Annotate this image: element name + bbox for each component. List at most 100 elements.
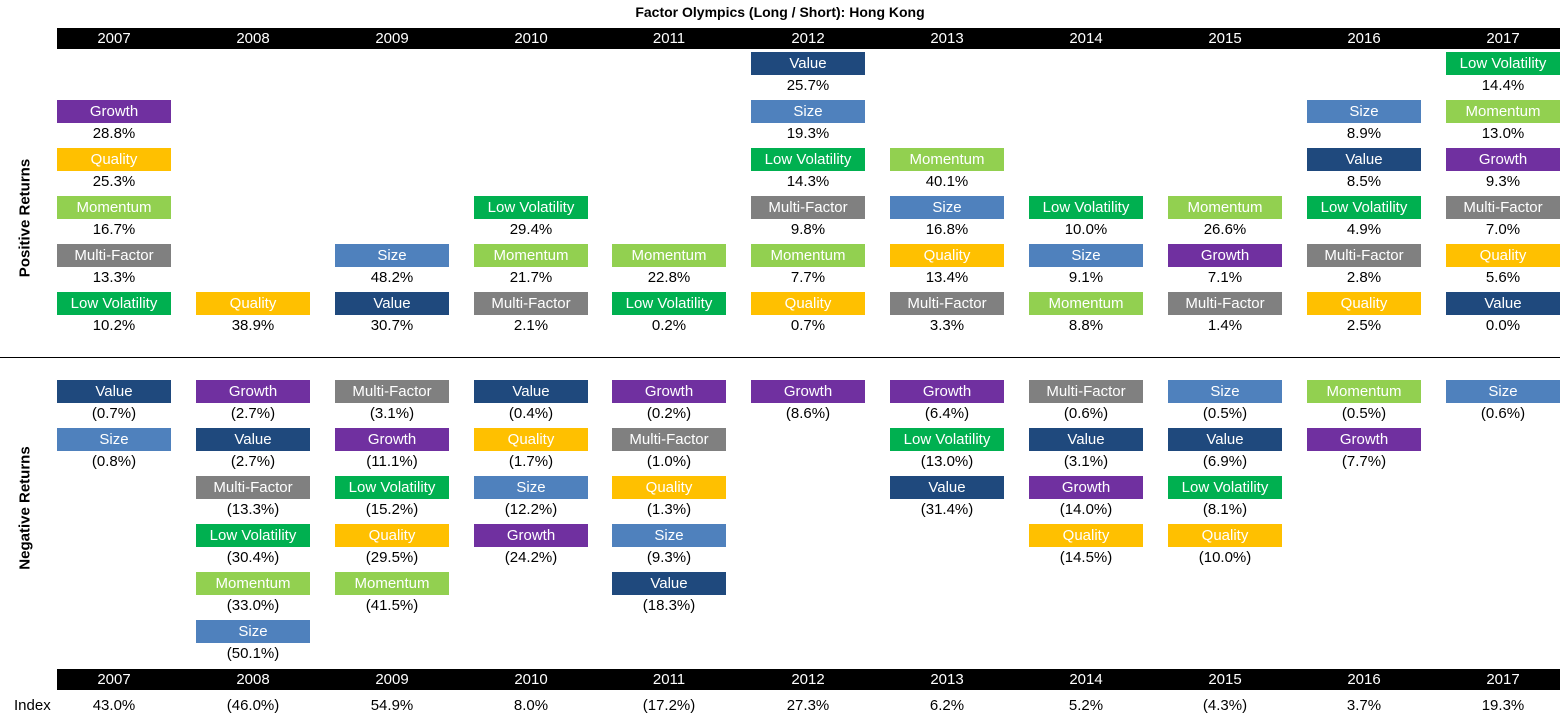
factor-return-value: 9.8% bbox=[790, 221, 826, 238]
factor-chip-size: Size bbox=[1446, 380, 1560, 403]
year-header-top: 2007 2008 2009 2010 2011 2012 2013 2014 2015 2016… bbox=[57, 28, 1560, 49]
factor-return-value: 14.3% bbox=[786, 173, 830, 190]
factor-return-value: 13.4% bbox=[925, 269, 969, 286]
factor-chip-size: Size bbox=[612, 524, 726, 547]
factor-return-value: (2.7%) bbox=[230, 453, 276, 470]
index-value: 43.0% bbox=[92, 697, 136, 714]
factor-chip-low-volatility: Low Volatility bbox=[1307, 196, 1421, 219]
factor-chip-value: Value bbox=[196, 428, 310, 451]
factor-return-value: 0.2% bbox=[651, 317, 687, 334]
factor-return-value: (0.7%) bbox=[91, 405, 137, 422]
factor-return-value: 13.3% bbox=[92, 269, 136, 286]
factor-return-value: (6.4%) bbox=[924, 405, 970, 422]
factor-return-value: 8.9% bbox=[1346, 125, 1382, 142]
factor-return-value: (0.6%) bbox=[1063, 405, 1109, 422]
factor-chip-low-volatility: Low Volatility bbox=[1029, 196, 1143, 219]
factor-chip-multi-factor: Multi-Factor bbox=[335, 380, 449, 403]
factor-return-value: 9.1% bbox=[1068, 269, 1104, 286]
factor-chip-quality: Quality bbox=[474, 428, 588, 451]
factor-chip-multi-factor: Multi-Factor bbox=[1168, 292, 1282, 315]
factor-return-value: 19.3% bbox=[786, 125, 830, 142]
factor-return-value: (8.1%) bbox=[1202, 501, 1248, 518]
year-label: 2013 bbox=[930, 30, 964, 47]
year-label: 2012 bbox=[791, 30, 825, 47]
factor-return-value: 38.9% bbox=[231, 317, 275, 334]
factor-chip-growth: Growth bbox=[474, 524, 588, 547]
factor-return-value: 4.9% bbox=[1346, 221, 1382, 238]
index-value: (46.0%) bbox=[226, 697, 280, 714]
factor-chip-low-volatility: Low Volatility bbox=[196, 524, 310, 547]
factor-return-value: 16.7% bbox=[92, 221, 136, 238]
factor-chip-low-volatility: Low Volatility bbox=[335, 476, 449, 499]
factor-chip-growth: Growth bbox=[1029, 476, 1143, 499]
factor-return-value: 9.3% bbox=[1485, 173, 1521, 190]
factor-chip-size: Size bbox=[890, 196, 1004, 219]
factor-return-value: (31.4%) bbox=[920, 501, 974, 518]
factor-chip-growth: Growth bbox=[890, 380, 1004, 403]
year-label: 2015 bbox=[1208, 30, 1242, 47]
factor-chip-quality: Quality bbox=[1307, 292, 1421, 315]
factor-chip-multi-factor: Multi-Factor bbox=[890, 292, 1004, 315]
index-value: 6.2% bbox=[929, 697, 965, 714]
index-value: 54.9% bbox=[370, 697, 414, 714]
factor-return-value: 16.8% bbox=[925, 221, 969, 238]
factor-chip-quality: Quality bbox=[1446, 244, 1560, 267]
factor-return-value: (29.5%) bbox=[365, 549, 419, 566]
factor-chip-value: Value bbox=[612, 572, 726, 595]
factor-return-value: (1.7%) bbox=[508, 453, 554, 470]
factor-return-value: (12.2%) bbox=[504, 501, 558, 518]
factor-chip-quality: Quality bbox=[1029, 524, 1143, 547]
year-label: 2015 bbox=[1208, 671, 1242, 688]
factor-chip-momentum: Momentum bbox=[196, 572, 310, 595]
chart-title: Factor Olympics (Long / Short): Hong Kon… bbox=[635, 4, 925, 20]
factor-return-value: (0.4%) bbox=[508, 405, 554, 422]
year-label: 2010 bbox=[514, 30, 548, 47]
factor-chip-value: Value bbox=[1029, 428, 1143, 451]
factor-return-value: 21.7% bbox=[509, 269, 553, 286]
zero-divider-line bbox=[0, 357, 1560, 358]
index-value: 5.2% bbox=[1068, 697, 1104, 714]
year-label: 2013 bbox=[930, 671, 964, 688]
factor-chip-value: Value bbox=[1168, 428, 1282, 451]
year-label: 2009 bbox=[375, 30, 409, 47]
index-value: 8.0% bbox=[513, 697, 549, 714]
year-label: 2009 bbox=[375, 671, 409, 688]
factor-chip-quality: Quality bbox=[751, 292, 865, 315]
year-label: 2012 bbox=[791, 671, 825, 688]
factor-return-value: (30.4%) bbox=[226, 549, 280, 566]
factor-return-value: (1.3%) bbox=[646, 501, 692, 518]
factor-chip-low-volatility: Low Volatility bbox=[751, 148, 865, 171]
factor-chip-value: Value bbox=[751, 52, 865, 75]
factor-chip-growth: Growth bbox=[335, 428, 449, 451]
factor-chip-size: Size bbox=[1307, 100, 1421, 123]
year-label: 2010 bbox=[514, 671, 548, 688]
factor-chip-multi-factor: Multi-Factor bbox=[196, 476, 310, 499]
factor-chip-value: Value bbox=[57, 380, 171, 403]
factor-chip-growth: Growth bbox=[1446, 148, 1560, 171]
factor-chip-low-volatility: Low Volatility bbox=[612, 292, 726, 315]
index-row-label: Index bbox=[14, 697, 51, 714]
factor-chip-low-volatility: Low Volatility bbox=[1168, 476, 1282, 499]
factor-return-value: 2.8% bbox=[1346, 269, 1382, 286]
factor-chip-size: Size bbox=[1029, 244, 1143, 267]
factor-chip-multi-factor: Multi-Factor bbox=[1446, 196, 1560, 219]
factor-chip-multi-factor: Multi-Factor bbox=[1307, 244, 1421, 267]
factor-return-value: (6.9%) bbox=[1202, 453, 1248, 470]
factor-return-value: (11.1%) bbox=[366, 453, 418, 470]
factor-return-value: (0.2%) bbox=[646, 405, 692, 422]
index-value: 19.3% bbox=[1481, 697, 1525, 714]
positive-returns-label: Positive Returns bbox=[16, 158, 34, 278]
factor-return-value: (14.0%) bbox=[1059, 501, 1113, 518]
factor-chip-value: Value bbox=[474, 380, 588, 403]
factor-chip-multi-factor: Multi-Factor bbox=[474, 292, 588, 315]
year-header-bottom: 2007 2008 2009 2010 2011 2012 2013 2014 2015 2016… bbox=[57, 669, 1560, 690]
factor-return-value: 1.4% bbox=[1207, 317, 1243, 334]
factor-chip-momentum: Momentum bbox=[1446, 100, 1560, 123]
factor-return-value: 10.2% bbox=[92, 317, 136, 334]
factor-return-value: (7.7%) bbox=[1341, 453, 1387, 470]
factor-return-value: 0.7% bbox=[790, 317, 826, 334]
factor-return-value: 5.6% bbox=[1485, 269, 1521, 286]
factor-chip-growth: Growth bbox=[612, 380, 726, 403]
factor-return-value: 13.0% bbox=[1481, 125, 1525, 142]
factor-return-value: 7.0% bbox=[1485, 221, 1521, 238]
